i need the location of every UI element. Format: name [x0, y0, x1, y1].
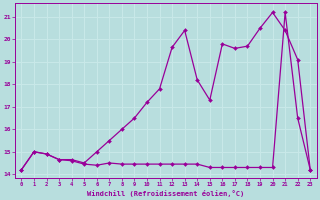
X-axis label: Windchill (Refroidissement éolien,°C): Windchill (Refroidissement éolien,°C) [87, 190, 244, 197]
